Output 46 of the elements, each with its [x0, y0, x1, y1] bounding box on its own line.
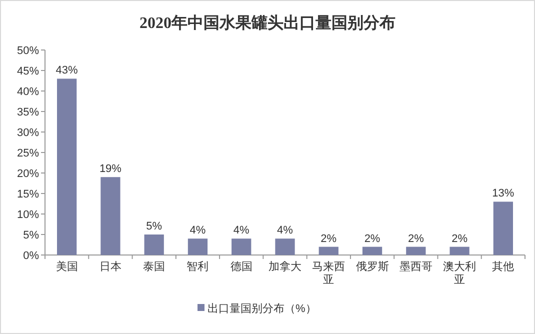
data-label: 2% [408, 232, 424, 245]
data-label: 13% [492, 188, 514, 200]
y-tick-label: 10% [16, 209, 40, 221]
bar [275, 238, 295, 255]
bar [100, 177, 120, 255]
data-label: 2% [364, 232, 380, 245]
y-tick-label: 20% [16, 168, 40, 180]
chart-title: 2020年中国水果罐头出口量国别分布 [140, 14, 396, 32]
bar [57, 78, 77, 255]
bar [232, 238, 252, 255]
bar [144, 234, 164, 255]
data-label: 19% [99, 163, 122, 176]
x-tick-label: 泰国 [143, 261, 166, 273]
data-label: 43% [56, 64, 78, 77]
y-tick-label: 45% [16, 66, 40, 78]
y-tick-label: 50% [16, 45, 40, 57]
data-label: 4% [233, 224, 250, 237]
x-tick-label: 墨西哥 [399, 261, 432, 273]
x-tick-label: 德国 [230, 261, 252, 273]
data-label: 4% [277, 224, 294, 237]
x-tick-label: 加拿大 [268, 260, 302, 273]
y-tick-label: 25% [16, 148, 40, 160]
data-label: 2% [320, 232, 337, 245]
x-tick-label: 智利 [186, 260, 209, 273]
bar [406, 246, 426, 255]
bar [493, 202, 513, 255]
x-tick-label: 马来西亚 [312, 260, 346, 286]
data-label: 4% [190, 224, 206, 237]
y-tick-label: 40% [16, 86, 40, 98]
data-label: 2% [452, 232, 468, 245]
legend-label: 出口量国别分布（%） [208, 302, 316, 315]
bar [450, 246, 470, 255]
x-tick-label: 俄罗斯 [356, 260, 389, 273]
bar [188, 238, 208, 255]
bar [362, 246, 382, 255]
x-tick-label: 澳大利亚 [443, 260, 476, 286]
y-tick-label: 5% [23, 230, 40, 242]
x-tick-label: 其他 [492, 260, 514, 273]
y-tick-label: 0% [23, 250, 40, 262]
x-tick-label: 美国 [56, 260, 78, 273]
data-label: 5% [146, 220, 162, 232]
y-tick-label: 35% [16, 106, 40, 118]
bar [318, 246, 338, 255]
x-tick-label: 日本 [99, 260, 122, 273]
y-tick-label: 30% [16, 127, 40, 139]
y-tick-label: 15% [16, 188, 40, 200]
